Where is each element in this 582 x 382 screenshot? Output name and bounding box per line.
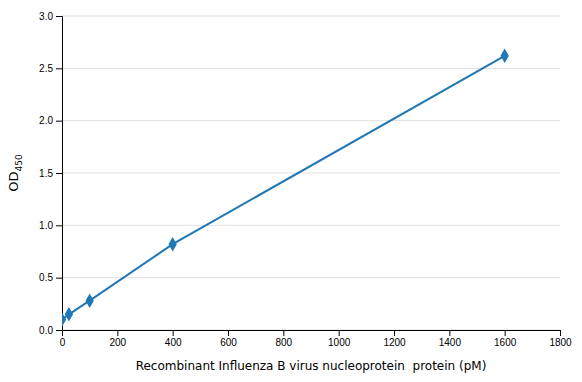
tick-mark (560, 330, 561, 336)
series (62, 49, 509, 327)
x-tick: 1400 (439, 330, 462, 348)
tick-label: 600 (220, 337, 237, 348)
tick-mark (505, 330, 506, 336)
tick-label: 1.5 (39, 168, 53, 179)
tick-label: 1600 (494, 337, 517, 348)
point (86, 293, 94, 307)
line (62, 56, 505, 320)
tick-label: 0.5 (39, 272, 53, 283)
tick-mark (56, 225, 62, 226)
x-axis-label: Recombinant Influenza B virus nucleoprot… (136, 359, 487, 373)
point (65, 307, 73, 321)
tick-label: 3.0 (39, 11, 53, 22)
y-tick: 2.0 (39, 115, 62, 126)
x-tick: 200 (109, 330, 126, 348)
y-tick: 1.5 (39, 168, 62, 179)
tick-label: 200 (109, 337, 126, 348)
tick-mark (56, 68, 62, 69)
tick-mark (56, 121, 62, 122)
axis-line (63, 331, 561, 337)
tick-label: 0 (60, 337, 66, 348)
y-axis-label: OD450 (6, 154, 24, 192)
y-tick: 0.5 (39, 272, 62, 283)
tick-label: 1800 (549, 337, 572, 348)
x-tick: 800 (275, 330, 292, 348)
y-axis: 0.0 0.5 1.0 1.5 2.0 2.5 3.0 (39, 11, 62, 336)
grid-line (62, 120, 560, 121)
tick-mark (339, 330, 340, 336)
tick-label: 2.5 (39, 63, 53, 74)
x-tick: 1600 (494, 330, 517, 348)
tick-label: 400 (165, 337, 182, 348)
tick-mark (394, 330, 395, 336)
point (169, 237, 177, 251)
y-tick: 0.0 (39, 325, 62, 336)
tick-mark (449, 330, 450, 336)
tick-label: 1000 (328, 337, 351, 348)
x-tick: 1200 (383, 330, 406, 348)
grid-line (62, 173, 560, 174)
y-tick: 1.0 (39, 220, 62, 231)
point (501, 49, 509, 63)
chart: 0 200 400 600 800 1000 1200 1400 1600 1800 0.0 0.5 1… (0, 0, 582, 382)
grid-line (62, 225, 560, 226)
x-tick: 600 (220, 330, 237, 348)
x-tick: 1000 (328, 330, 351, 348)
y-tick: 2.5 (39, 63, 62, 74)
plot-area: 0 200 400 600 800 1000 1200 1400 1600 1800 0.0 0.5 1… (39, 11, 572, 348)
tick-label: 0.0 (39, 325, 53, 336)
x-tick: 400 (165, 330, 182, 348)
tick-label: 1400 (439, 337, 462, 348)
tick-mark (283, 330, 284, 336)
tick-label: 1.0 (39, 220, 53, 231)
x-axis: 0 200 400 600 800 1000 1200 1400 1600 1800 (60, 330, 572, 348)
tick-mark (117, 330, 118, 336)
axis-line (56, 17, 63, 331)
tick-label: 800 (275, 337, 292, 348)
tick-label: 1200 (383, 337, 406, 348)
tick-mark (56, 278, 62, 279)
grid (62, 16, 560, 330)
tick-mark (56, 16, 62, 17)
x-tick: 1800 (549, 330, 572, 348)
grid-line (62, 16, 560, 17)
grid-line (62, 68, 560, 69)
tick-mark (228, 330, 229, 336)
x-tick: 0 (60, 330, 66, 348)
tick-mark (173, 330, 174, 336)
grid-line (62, 277, 560, 278)
tick-label: 2.0 (39, 115, 53, 126)
tick-mark (56, 173, 62, 174)
y-tick: 3.0 (39, 11, 62, 22)
tick-mark (56, 330, 62, 331)
